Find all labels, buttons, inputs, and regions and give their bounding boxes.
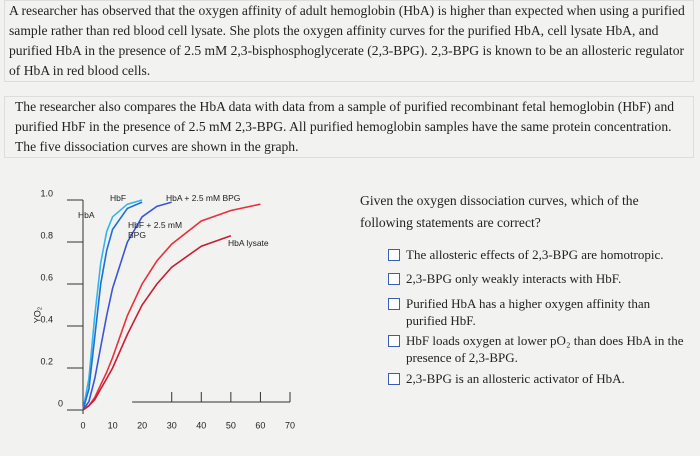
question-prompt: Given the oxygen dissociation curves, wh… bbox=[360, 193, 639, 230]
x-tick-label: 30 bbox=[167, 420, 177, 430]
option: 2,3-BPG only weakly interacts with HbF. bbox=[388, 270, 686, 287]
paragraph: The researcher also compares the HbA dat… bbox=[4, 96, 694, 158]
curve-label: HbA lysate bbox=[228, 238, 269, 248]
y-tick-label: 0.6 bbox=[40, 272, 53, 282]
curve-label: HbA bbox=[78, 210, 95, 220]
x-tick-label: 60 bbox=[255, 420, 265, 430]
x-tick-label: 40 bbox=[196, 420, 206, 430]
curve-label: HbF + 2.5 mM BPG bbox=[128, 220, 183, 240]
checkbox[interactable] bbox=[388, 298, 400, 310]
y-tick-label: 0.8 bbox=[40, 230, 53, 240]
x-tick-label: 50 bbox=[226, 420, 236, 430]
x-tick-label: 10 bbox=[108, 420, 118, 430]
curve bbox=[82, 201, 172, 411]
curve bbox=[82, 199, 143, 411]
curve-label: HbF bbox=[110, 193, 127, 203]
checkbox[interactable] bbox=[388, 249, 400, 261]
curve bbox=[82, 201, 143, 411]
chart: 0 0.2 0.4 0.6 0.8 1.0 0 10 20 30 40 50 60 70 YO₂ bbox=[32, 188, 295, 430]
y-tick-label: 0 bbox=[58, 398, 63, 408]
option: 2,3-BPG is an allosteric activator of Hb… bbox=[388, 370, 686, 387]
curve bbox=[82, 203, 261, 411]
x-tick-label: 0 bbox=[80, 420, 85, 430]
option: The allosteric effects of 2,3-BPG are ho… bbox=[388, 246, 686, 263]
checkbox[interactable] bbox=[388, 273, 400, 285]
curve-label: HbA + 2.5 mM BPG bbox=[166, 193, 241, 203]
checkbox[interactable] bbox=[388, 335, 400, 347]
y-axis-label: YO₂ bbox=[32, 306, 42, 323]
option: HbF loads oxygen at lower pO₂ than does … bbox=[388, 332, 686, 366]
y-tick-label: 0.4 bbox=[40, 314, 53, 324]
y-tick-label: 1.0 bbox=[40, 188, 53, 198]
paragraph: A researcher has observed that the oxyge… bbox=[4, 0, 694, 82]
x-tick-label: 70 bbox=[285, 420, 295, 430]
option: Purified HbA has a higher oxygen affinit… bbox=[388, 295, 686, 329]
y-tick-label: 0.2 bbox=[40, 356, 53, 366]
x-tick-label: 20 bbox=[137, 420, 147, 430]
checkbox[interactable] bbox=[388, 373, 400, 385]
curve bbox=[82, 234, 232, 411]
